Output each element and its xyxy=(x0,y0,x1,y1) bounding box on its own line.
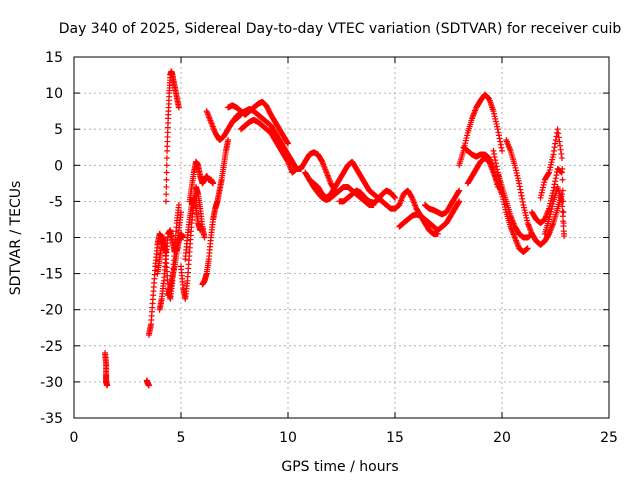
x-tick-label: 5 xyxy=(177,430,186,446)
y-tick-label: -30 xyxy=(40,375,63,391)
data-point xyxy=(517,189,524,196)
data-point xyxy=(490,147,497,154)
data-point xyxy=(556,138,563,145)
data-point xyxy=(145,382,152,389)
data-point xyxy=(557,146,564,153)
data-point xyxy=(495,132,502,139)
data-point xyxy=(518,192,525,199)
data-point xyxy=(524,245,531,252)
x-axis-label: GPS time / hours xyxy=(281,459,398,475)
data-point xyxy=(519,195,526,202)
x-tick-label: 0 xyxy=(70,430,79,446)
data-point xyxy=(285,140,291,147)
data-point xyxy=(557,142,564,149)
axis-ticks xyxy=(73,56,610,419)
data-point xyxy=(555,130,562,137)
data-point xyxy=(210,180,217,187)
data-point xyxy=(554,126,561,133)
data-point xyxy=(559,165,566,172)
data-point xyxy=(491,154,498,161)
data-point xyxy=(552,178,559,185)
chart-title: Day 340 of 2025, Sidereal Day-to-day VTE… xyxy=(59,21,622,37)
data-point xyxy=(163,198,170,205)
data-point xyxy=(163,155,170,162)
data-point xyxy=(551,181,558,188)
data-point xyxy=(163,162,170,169)
x-tick-label: 20 xyxy=(493,430,511,446)
data-point xyxy=(163,183,170,190)
y-tick-label: -35 xyxy=(40,411,63,427)
data-point xyxy=(496,135,503,142)
y-tick-label: -25 xyxy=(40,339,63,355)
data-point xyxy=(552,175,559,182)
data-point xyxy=(561,233,568,240)
data-point xyxy=(455,188,462,195)
data-point xyxy=(550,151,557,158)
data-point xyxy=(491,150,498,157)
y-tick-label: -10 xyxy=(40,231,63,247)
data-point xyxy=(163,191,170,198)
data-point xyxy=(456,187,463,194)
y-axis-label: SDTVAR / TECUs xyxy=(8,181,24,296)
data-point xyxy=(494,166,501,173)
data-point xyxy=(558,155,565,162)
data-point xyxy=(555,134,562,141)
data-point xyxy=(175,202,182,209)
data-point xyxy=(553,172,560,179)
y-tick-label: 15 xyxy=(45,50,63,66)
data-point xyxy=(558,150,565,157)
data-point xyxy=(552,137,559,144)
y-tick-label: 0 xyxy=(54,158,63,174)
data-point xyxy=(104,382,111,389)
y-tick-label: 10 xyxy=(45,86,63,102)
data-point xyxy=(551,144,558,151)
data-point xyxy=(552,140,559,147)
data-point xyxy=(201,234,208,241)
data-point xyxy=(178,209,184,216)
data-point xyxy=(456,198,463,205)
data-point xyxy=(545,170,552,177)
y-tick-label: 5 xyxy=(54,122,63,138)
data-point xyxy=(559,176,566,183)
data-point xyxy=(519,198,526,205)
data-point xyxy=(455,199,462,206)
data-points xyxy=(102,68,568,389)
data-point xyxy=(225,137,232,144)
y-tick-label: -5 xyxy=(49,194,63,210)
data-point xyxy=(197,227,204,234)
x-axis-tick-labels: 0 5 10 15 20 25 xyxy=(70,430,618,446)
data-point xyxy=(499,147,505,154)
x-tick-label: 25 xyxy=(600,430,618,446)
y-tick-label: -20 xyxy=(40,303,63,319)
x-tick-label: 10 xyxy=(279,430,297,446)
data-point xyxy=(492,157,499,164)
x-tick-label: 15 xyxy=(386,430,404,446)
data-point xyxy=(163,169,170,176)
data-point xyxy=(493,163,500,170)
data-point xyxy=(498,144,505,151)
data-point xyxy=(516,183,523,190)
data-point xyxy=(492,160,499,167)
y-axis-tick-labels: 15 10 5 0 -5 -10 -15 -20 -25 -30 -35 xyxy=(40,50,63,427)
data-point xyxy=(516,180,523,187)
data-point xyxy=(392,194,398,201)
data-point xyxy=(163,176,170,183)
data-point xyxy=(497,138,504,145)
data-point xyxy=(494,126,501,133)
data-point xyxy=(391,194,398,201)
data-point xyxy=(497,141,504,148)
data-point xyxy=(175,104,182,111)
data-point xyxy=(560,209,567,216)
data-point xyxy=(517,186,524,193)
data-point xyxy=(550,147,557,154)
y-tick-label: -15 xyxy=(40,267,63,283)
data-point xyxy=(284,139,291,146)
data-point xyxy=(495,129,502,136)
